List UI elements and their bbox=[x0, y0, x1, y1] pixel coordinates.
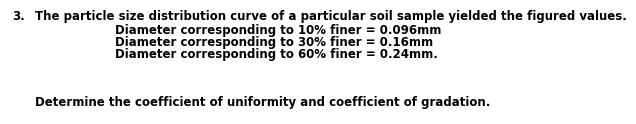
Text: Diameter corresponding to 30% finer = 0.16mm: Diameter corresponding to 30% finer = 0.… bbox=[115, 36, 433, 49]
Text: Diameter corresponding to 60% finer = 0.24mm.: Diameter corresponding to 60% finer = 0.… bbox=[115, 48, 438, 61]
Text: 3.: 3. bbox=[12, 10, 25, 23]
Text: Diameter corresponding to 10% finer = 0.096mm: Diameter corresponding to 10% finer = 0.… bbox=[115, 24, 441, 37]
Text: Determine the coefficient of uniformity and coefficient of gradation.: Determine the coefficient of uniformity … bbox=[35, 96, 490, 109]
Text: The particle size distribution curve of a particular soil sample yielded the fig: The particle size distribution curve of … bbox=[35, 10, 627, 23]
